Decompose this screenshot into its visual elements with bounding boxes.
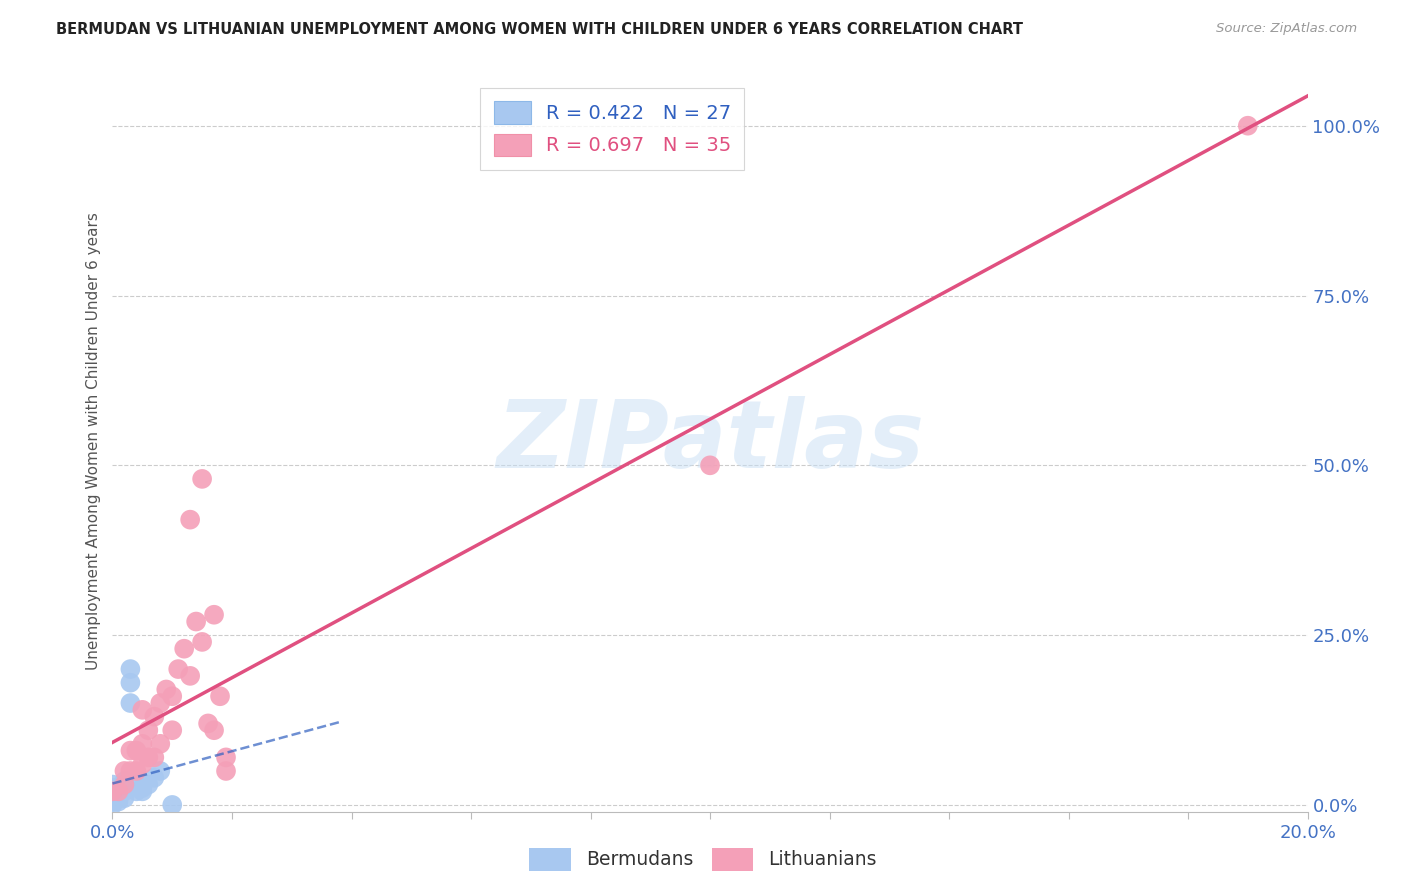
Point bbox=[107, 784, 129, 798]
Text: BERMUDAN VS LITHUANIAN UNEMPLOYMENT AMONG WOMEN WITH CHILDREN UNDER 6 YEARS CORR: BERMUDAN VS LITHUANIAN UNEMPLOYMENT AMON… bbox=[56, 22, 1024, 37]
Point bbox=[107, 791, 129, 805]
Point bbox=[138, 723, 160, 738]
Point bbox=[197, 716, 219, 731]
Point bbox=[120, 696, 142, 710]
Point bbox=[114, 791, 135, 805]
Point bbox=[101, 780, 124, 795]
Point bbox=[162, 797, 183, 812]
Point bbox=[167, 662, 190, 676]
Point bbox=[107, 795, 129, 809]
Y-axis label: Unemployment Among Women with Children Under 6 years: Unemployment Among Women with Children U… bbox=[86, 212, 101, 671]
Legend: Bermudans, Lithuanians: Bermudans, Lithuanians bbox=[522, 840, 884, 878]
Point bbox=[162, 690, 183, 704]
Point bbox=[202, 607, 225, 622]
Point bbox=[173, 641, 195, 656]
Point bbox=[114, 778, 135, 792]
Point bbox=[138, 750, 160, 764]
Point bbox=[107, 780, 129, 795]
Point bbox=[162, 723, 183, 738]
Point bbox=[202, 723, 225, 738]
Text: ZIPatlas: ZIPatlas bbox=[496, 395, 924, 488]
Text: Source: ZipAtlas.com: Source: ZipAtlas.com bbox=[1216, 22, 1357, 36]
Point bbox=[101, 797, 124, 812]
Point bbox=[143, 750, 166, 764]
Point bbox=[131, 757, 153, 772]
Point bbox=[179, 513, 201, 527]
Point bbox=[101, 778, 124, 792]
Point bbox=[699, 458, 721, 473]
Point bbox=[131, 703, 153, 717]
Point bbox=[125, 784, 148, 798]
Point bbox=[191, 635, 214, 649]
Point bbox=[149, 696, 172, 710]
Point bbox=[131, 737, 153, 751]
Point bbox=[107, 788, 129, 802]
Point bbox=[114, 774, 135, 789]
Point bbox=[143, 709, 166, 723]
Point bbox=[131, 784, 153, 798]
Point bbox=[101, 795, 124, 809]
Point bbox=[120, 662, 142, 676]
Point bbox=[120, 675, 142, 690]
Point bbox=[209, 690, 232, 704]
Legend: R = 0.422   N = 27, R = 0.697   N = 35: R = 0.422 N = 27, R = 0.697 N = 35 bbox=[481, 88, 744, 169]
Point bbox=[120, 743, 142, 757]
Point bbox=[101, 788, 124, 802]
Point bbox=[125, 764, 148, 778]
Point bbox=[138, 778, 160, 792]
Point bbox=[125, 778, 148, 792]
Point bbox=[186, 615, 208, 629]
Point bbox=[101, 791, 124, 805]
Point bbox=[149, 764, 172, 778]
Point bbox=[179, 669, 201, 683]
Point bbox=[120, 764, 142, 778]
Point bbox=[215, 750, 238, 764]
Point bbox=[125, 743, 148, 757]
Point bbox=[101, 784, 124, 798]
Point bbox=[143, 771, 166, 785]
Point bbox=[107, 784, 129, 798]
Point bbox=[114, 764, 135, 778]
Point bbox=[215, 764, 238, 778]
Point bbox=[114, 784, 135, 798]
Point bbox=[149, 737, 172, 751]
Point bbox=[155, 682, 177, 697]
Point bbox=[1237, 119, 1260, 133]
Point bbox=[131, 780, 153, 795]
Point bbox=[114, 778, 135, 792]
Point bbox=[191, 472, 214, 486]
Point bbox=[101, 784, 124, 798]
